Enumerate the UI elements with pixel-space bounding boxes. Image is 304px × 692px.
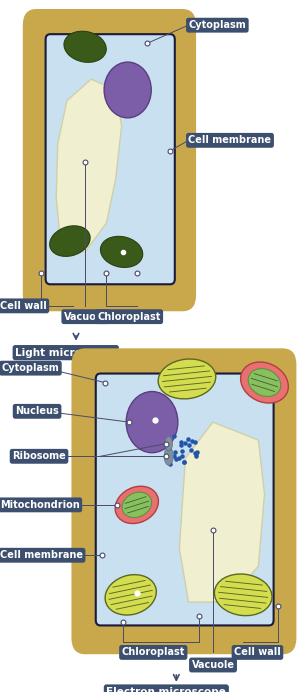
Ellipse shape <box>165 437 173 451</box>
Text: Chloroplast: Chloroplast <box>122 648 185 657</box>
Ellipse shape <box>64 31 106 62</box>
Point <box>180 446 185 457</box>
Text: Electron microscope: Electron microscope <box>106 687 226 692</box>
Point <box>193 450 198 461</box>
Point <box>188 444 193 455</box>
Point <box>167 450 172 461</box>
Text: Mitochondrion: Mitochondrion <box>0 500 80 510</box>
Polygon shape <box>56 79 122 252</box>
Point <box>173 446 178 457</box>
Point <box>195 446 199 457</box>
Point <box>167 443 172 454</box>
Point <box>172 430 177 441</box>
Point <box>171 450 176 462</box>
Point <box>180 450 185 462</box>
Text: Ribosome: Ribosome <box>12 451 66 462</box>
Point <box>192 437 197 448</box>
Text: Light microscope: Light microscope <box>15 347 116 358</box>
Point <box>174 453 178 464</box>
Text: Cytoplasm: Cytoplasm <box>188 20 246 30</box>
Ellipse shape <box>104 62 151 118</box>
Text: Cytoplasm: Cytoplasm <box>2 363 59 373</box>
Ellipse shape <box>100 237 143 267</box>
Point <box>167 459 172 470</box>
Point <box>183 437 188 448</box>
Text: Cell wall: Cell wall <box>234 648 281 657</box>
Point <box>192 447 197 458</box>
FancyBboxPatch shape <box>71 348 296 654</box>
FancyBboxPatch shape <box>96 374 274 626</box>
Text: Vacuole: Vacuole <box>192 660 234 670</box>
Text: Nucleus: Nucleus <box>15 406 59 417</box>
Polygon shape <box>179 422 264 602</box>
Ellipse shape <box>50 226 90 256</box>
Ellipse shape <box>126 392 178 453</box>
Point <box>187 439 192 450</box>
Ellipse shape <box>122 492 151 518</box>
Ellipse shape <box>105 574 156 615</box>
Text: Chloroplast: Chloroplast <box>97 311 161 322</box>
Point <box>181 457 186 468</box>
FancyBboxPatch shape <box>46 34 175 284</box>
Point <box>194 448 199 459</box>
Point <box>189 436 194 447</box>
Text: Cell membrane: Cell membrane <box>188 136 271 145</box>
Text: Cell wall: Cell wall <box>0 301 47 311</box>
Ellipse shape <box>164 447 173 465</box>
Point <box>178 437 183 448</box>
Point <box>176 452 181 463</box>
FancyBboxPatch shape <box>23 9 196 311</box>
Ellipse shape <box>115 486 158 524</box>
Text: Vacuole: Vacuole <box>64 311 107 322</box>
Ellipse shape <box>248 369 281 397</box>
Text: Cell membrane: Cell membrane <box>0 550 83 561</box>
Ellipse shape <box>158 359 216 399</box>
Point <box>185 433 190 444</box>
Point <box>165 447 170 458</box>
Ellipse shape <box>214 574 272 616</box>
Point <box>181 456 186 467</box>
Point <box>178 439 183 450</box>
Ellipse shape <box>240 362 288 403</box>
